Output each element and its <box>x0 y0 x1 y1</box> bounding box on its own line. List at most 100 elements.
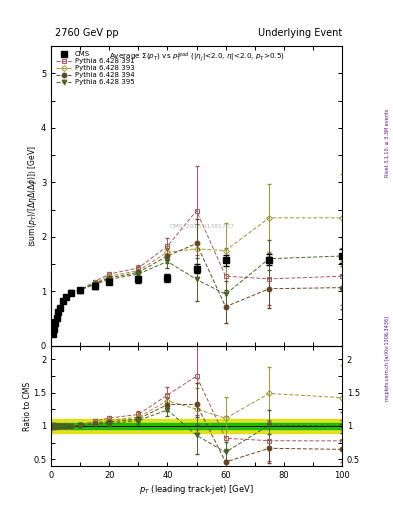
Text: Rivet 3.1.10, ≥ 3.3M events: Rivet 3.1.10, ≥ 3.3M events <box>385 109 390 178</box>
Pythia 6.428 395 <box>107 276 112 283</box>
Pythia 6.428 395 <box>165 259 170 265</box>
CMS <box>51 326 56 332</box>
Pythia 6.428 393 <box>78 287 83 293</box>
Pythia 6.428 391 <box>51 326 56 332</box>
Pythia 6.428 393 <box>165 249 170 255</box>
Text: Underlying Event: Underlying Event <box>258 28 342 38</box>
Y-axis label: Ratio to CMS: Ratio to CMS <box>23 381 32 431</box>
CMS <box>267 257 272 263</box>
Pythia 6.428 395 <box>69 289 74 295</box>
CMS <box>165 275 170 281</box>
Pythia 6.428 394 <box>50 331 55 337</box>
Pythia 6.428 391 <box>165 243 170 249</box>
Pythia 6.428 393 <box>56 309 61 315</box>
Bar <box>51 422 342 429</box>
Pythia 6.428 393 <box>136 268 141 274</box>
CMS <box>92 283 97 289</box>
Y-axis label: $\langle$sum$(p_T)/[\Delta\eta\Delta(\Delta\phi)]\rangle$ [GeV]: $\langle$sum$(p_T)/[\Delta\eta\Delta(\De… <box>26 145 39 247</box>
CMS <box>194 265 199 271</box>
Pythia 6.428 391 <box>340 273 344 279</box>
X-axis label: $p_T$ (leading track-jet) [GeV]: $p_T$ (leading track-jet) [GeV] <box>139 482 254 496</box>
Pythia 6.428 393 <box>223 247 228 253</box>
CMS <box>57 305 62 311</box>
Pythia 6.428 393 <box>55 314 59 321</box>
Pythia 6.428 391 <box>53 320 58 326</box>
Line: Pythia 6.428 394: Pythia 6.428 394 <box>50 241 344 336</box>
Pythia 6.428 391 <box>92 279 97 285</box>
Pythia 6.428 393 <box>92 280 97 286</box>
Pythia 6.428 395 <box>63 294 68 300</box>
Pythia 6.428 391 <box>78 287 83 293</box>
Pythia 6.428 394 <box>78 287 83 293</box>
Pythia 6.428 394 <box>165 253 170 259</box>
Legend: CMS, Pythia 6.428 391, Pythia 6.428 393, Pythia 6.428 394, Pythia 6.428 395: CMS, Pythia 6.428 391, Pythia 6.428 393,… <box>55 50 136 87</box>
CMS <box>53 320 58 326</box>
Pythia 6.428 395 <box>55 314 59 321</box>
CMS <box>340 253 344 259</box>
Pythia 6.428 393 <box>61 298 65 304</box>
Pythia 6.428 394 <box>69 289 74 295</box>
Pythia 6.428 391 <box>61 298 65 304</box>
Pythia 6.428 394 <box>55 314 59 321</box>
Pythia 6.428 394 <box>340 285 344 291</box>
Text: mcplots.cern.ch [arXiv:1306.3436]: mcplots.cern.ch [arXiv:1306.3436] <box>385 316 390 401</box>
Pythia 6.428 395 <box>340 253 344 259</box>
CMS <box>61 298 65 304</box>
Pythia 6.428 394 <box>107 275 112 281</box>
Pythia 6.428 393 <box>340 215 344 221</box>
Pythia 6.428 393 <box>69 289 74 295</box>
CMS <box>69 289 74 295</box>
CMS <box>78 287 83 293</box>
Pythia 6.428 393 <box>50 331 55 337</box>
Pythia 6.428 391 <box>223 273 228 279</box>
CMS <box>63 294 68 300</box>
Pythia 6.428 395 <box>194 276 199 283</box>
Pythia 6.428 395 <box>53 320 58 326</box>
Pythia 6.428 391 <box>56 309 61 315</box>
CMS <box>136 276 141 283</box>
CMS <box>56 309 61 315</box>
Pythia 6.428 395 <box>50 331 55 337</box>
Line: CMS: CMS <box>50 253 345 337</box>
Pythia 6.428 395 <box>92 281 97 287</box>
Pythia 6.428 394 <box>267 286 272 292</box>
Pythia 6.428 395 <box>223 291 228 297</box>
Text: 2760 GeV pp: 2760 GeV pp <box>55 28 119 38</box>
Line: Pythia 6.428 395: Pythia 6.428 395 <box>50 253 344 336</box>
Pythia 6.428 394 <box>57 305 62 311</box>
Pythia 6.428 394 <box>53 320 58 326</box>
Pythia 6.428 393 <box>107 273 112 279</box>
CMS <box>107 279 112 285</box>
Pythia 6.428 391 <box>267 276 272 282</box>
Pythia 6.428 395 <box>56 309 61 315</box>
Pythia 6.428 395 <box>57 305 62 311</box>
CMS <box>50 331 55 337</box>
Pythia 6.428 395 <box>78 287 83 293</box>
Pythia 6.428 395 <box>51 326 56 332</box>
Pythia 6.428 395 <box>136 271 141 277</box>
Bar <box>51 419 342 433</box>
Pythia 6.428 393 <box>53 320 58 326</box>
Pythia 6.428 393 <box>194 246 199 252</box>
Pythia 6.428 391 <box>63 294 68 300</box>
Pythia 6.428 394 <box>61 298 65 304</box>
Pythia 6.428 391 <box>55 314 59 321</box>
CMS <box>55 314 59 321</box>
Pythia 6.428 394 <box>56 309 61 315</box>
Pythia 6.428 394 <box>63 294 68 300</box>
Pythia 6.428 394 <box>136 269 141 275</box>
Line: Pythia 6.428 391: Pythia 6.428 391 <box>50 208 344 336</box>
Pythia 6.428 393 <box>63 294 68 300</box>
Text: Average $\Sigma(p_T)$ vs $p_T^{lead}$ ($|\eta_j|$<2.0, $\eta|$<2.0, $p_T$>0.5): Average $\Sigma(p_T)$ vs $p_T^{lead}$ ($… <box>108 51 285 65</box>
Pythia 6.428 393 <box>267 215 272 221</box>
Pythia 6.428 394 <box>223 304 228 310</box>
Pythia 6.428 393 <box>51 326 56 332</box>
Pythia 6.428 391 <box>136 265 141 271</box>
Pythia 6.428 394 <box>51 326 56 332</box>
Pythia 6.428 391 <box>194 208 199 214</box>
Pythia 6.428 394 <box>194 241 199 247</box>
Line: Pythia 6.428 393: Pythia 6.428 393 <box>50 216 344 336</box>
Pythia 6.428 391 <box>57 305 62 311</box>
CMS <box>223 258 228 264</box>
Pythia 6.428 393 <box>57 305 62 311</box>
